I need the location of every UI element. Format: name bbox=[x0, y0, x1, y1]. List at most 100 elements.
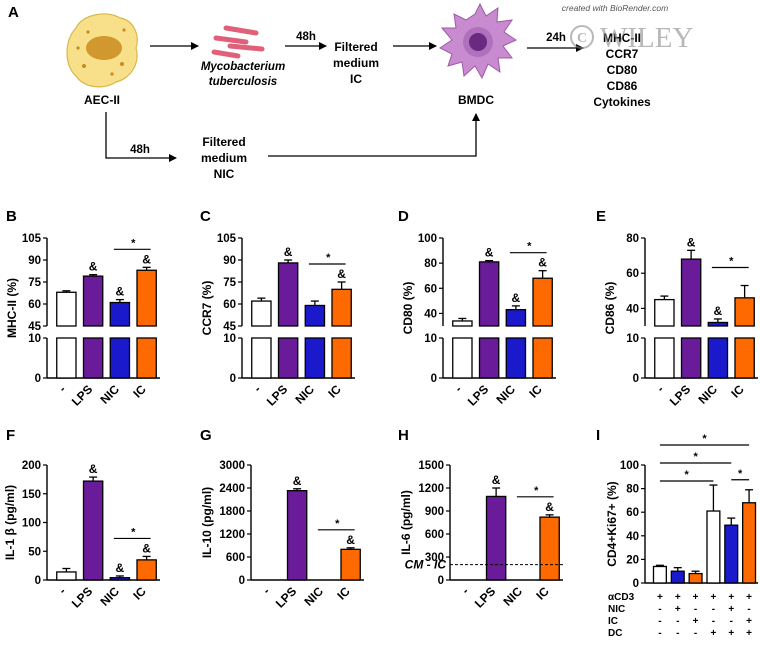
y-tick-label: 40 bbox=[626, 303, 639, 315]
bar-control bbox=[251, 300, 272, 327]
readout-mhcii: MHC-II bbox=[603, 31, 641, 45]
mycobacterium-icon bbox=[211, 25, 265, 59]
y-axis-title: CD80 (%) bbox=[401, 282, 415, 335]
y-tick-label: 75 bbox=[28, 277, 41, 289]
significance-star: * bbox=[534, 485, 539, 497]
category-label-nic: NIC bbox=[301, 584, 326, 609]
category-label-lps: LPS bbox=[264, 382, 290, 408]
condition-sign: - bbox=[676, 616, 679, 627]
condition-sign: - bbox=[694, 628, 697, 639]
significance-star: * bbox=[702, 433, 707, 445]
panel-a-schematic: A AEC-II Mycobacterium tuberculosis 48h … bbox=[8, 2, 651, 181]
bar-ic-lower bbox=[136, 337, 157, 379]
significance-star: * bbox=[693, 451, 698, 463]
mtb-label-line2: tuberculosis bbox=[209, 76, 277, 88]
y-tick-label: 100 bbox=[418, 233, 437, 245]
y-tick-label: 10 bbox=[28, 333, 41, 345]
category-label-lps: LPS bbox=[465, 382, 491, 408]
y-tick-label: 80 bbox=[626, 484, 639, 496]
error-bar bbox=[62, 290, 71, 293]
bar-ic bbox=[539, 516, 560, 581]
annotation-ampersand: & bbox=[714, 304, 723, 318]
annotation-ampersand: & bbox=[337, 267, 346, 281]
annotation-ampersand: & bbox=[687, 235, 696, 249]
significance-star: * bbox=[527, 241, 532, 253]
time-label-bottom: 48h bbox=[130, 144, 150, 156]
bar-ic bbox=[136, 269, 157, 327]
bar-lps bbox=[82, 275, 104, 327]
axis-break bbox=[437, 327, 556, 337]
y-tick-label: 40 bbox=[626, 531, 639, 543]
chart-panel-h: 0 300 600 900 1200 1500 IL-6 (pg/ml) & & CM - IC *… bbox=[399, 460, 563, 611]
condition-sign: - bbox=[694, 604, 697, 615]
axis-break bbox=[236, 327, 355, 337]
panel-letter-f: F bbox=[6, 427, 15, 444]
condition-sign: + bbox=[693, 616, 699, 627]
error-bar bbox=[660, 295, 669, 300]
y-axis-title: IL-10 (pg/ml) bbox=[200, 487, 214, 558]
error-bar bbox=[89, 274, 98, 277]
y-tick-label: 75 bbox=[223, 277, 236, 289]
error-bar bbox=[492, 487, 501, 497]
significance-star: * bbox=[131, 237, 136, 249]
bar-nic-lower bbox=[109, 337, 131, 379]
y-axis-title: MHC-II (%) bbox=[5, 278, 19, 338]
y-tick-label: 100 bbox=[22, 518, 41, 530]
readout-cd80: CD80 bbox=[607, 63, 638, 77]
condition-sign: - bbox=[658, 604, 661, 615]
category-label-control: - bbox=[654, 382, 667, 395]
y-axis-title: IL-6 (pg/ml) bbox=[399, 490, 413, 555]
y-tick-label: 105 bbox=[22, 233, 42, 245]
y-tick-label: 45 bbox=[28, 321, 41, 333]
bar-ic-lower bbox=[734, 337, 755, 379]
y-tick-label: 0 bbox=[35, 575, 41, 587]
ic-box-line2: medium bbox=[333, 56, 379, 70]
category-label-ic: IC bbox=[533, 584, 552, 603]
wiley-watermark: C WILEY bbox=[570, 22, 693, 54]
bar-control bbox=[56, 291, 77, 327]
category-label-control: - bbox=[56, 584, 69, 597]
nic-box-line3: NIC bbox=[214, 167, 235, 181]
annotation-ampersand: & bbox=[142, 252, 151, 266]
significance-star: * bbox=[738, 468, 743, 480]
condition-sign: - bbox=[747, 604, 750, 615]
bar-condition-1 bbox=[652, 565, 667, 584]
bar-lps bbox=[478, 261, 500, 327]
bar-ic-lower bbox=[331, 337, 352, 379]
panel-letter-g: G bbox=[200, 427, 212, 444]
error-bar bbox=[745, 489, 754, 503]
panel-letter-c: C bbox=[200, 208, 211, 225]
y-axis-title: CD4+Ki67+ (%) bbox=[605, 481, 619, 566]
annotation-ampersand: & bbox=[89, 462, 98, 476]
y-tick-label: 150 bbox=[22, 489, 41, 501]
error-bar bbox=[485, 259, 494, 262]
nic-box-line1: Filtered bbox=[202, 135, 245, 149]
category-label-lps: LPS bbox=[69, 584, 95, 610]
y-tick-label: 200 bbox=[22, 460, 41, 472]
y-tick-label: 10 bbox=[424, 333, 437, 345]
bmdc-cell-icon bbox=[439, 2, 518, 80]
category-label-lps: LPS bbox=[472, 584, 498, 610]
condition-sign: - bbox=[712, 604, 715, 615]
y-tick-label: 1200 bbox=[219, 529, 245, 541]
annotation-ampersand: & bbox=[492, 473, 501, 487]
y-tick-label: 60 bbox=[223, 299, 236, 311]
condition-sign: + bbox=[693, 592, 699, 603]
error-bar bbox=[293, 488, 302, 491]
y-tick-label: 60 bbox=[626, 507, 639, 519]
category-label-nic: NIC bbox=[292, 382, 317, 407]
error-bar bbox=[257, 297, 266, 302]
category-label-control: - bbox=[251, 382, 264, 395]
bar-ic-lower bbox=[532, 337, 553, 379]
bar-control-lower bbox=[251, 337, 272, 379]
y-tick-label: 3000 bbox=[219, 460, 245, 472]
error-bar bbox=[673, 567, 682, 572]
annotation-ampersand: & bbox=[116, 561, 125, 575]
condition-sign: + bbox=[710, 592, 716, 603]
bar-lps-lower bbox=[277, 337, 299, 379]
